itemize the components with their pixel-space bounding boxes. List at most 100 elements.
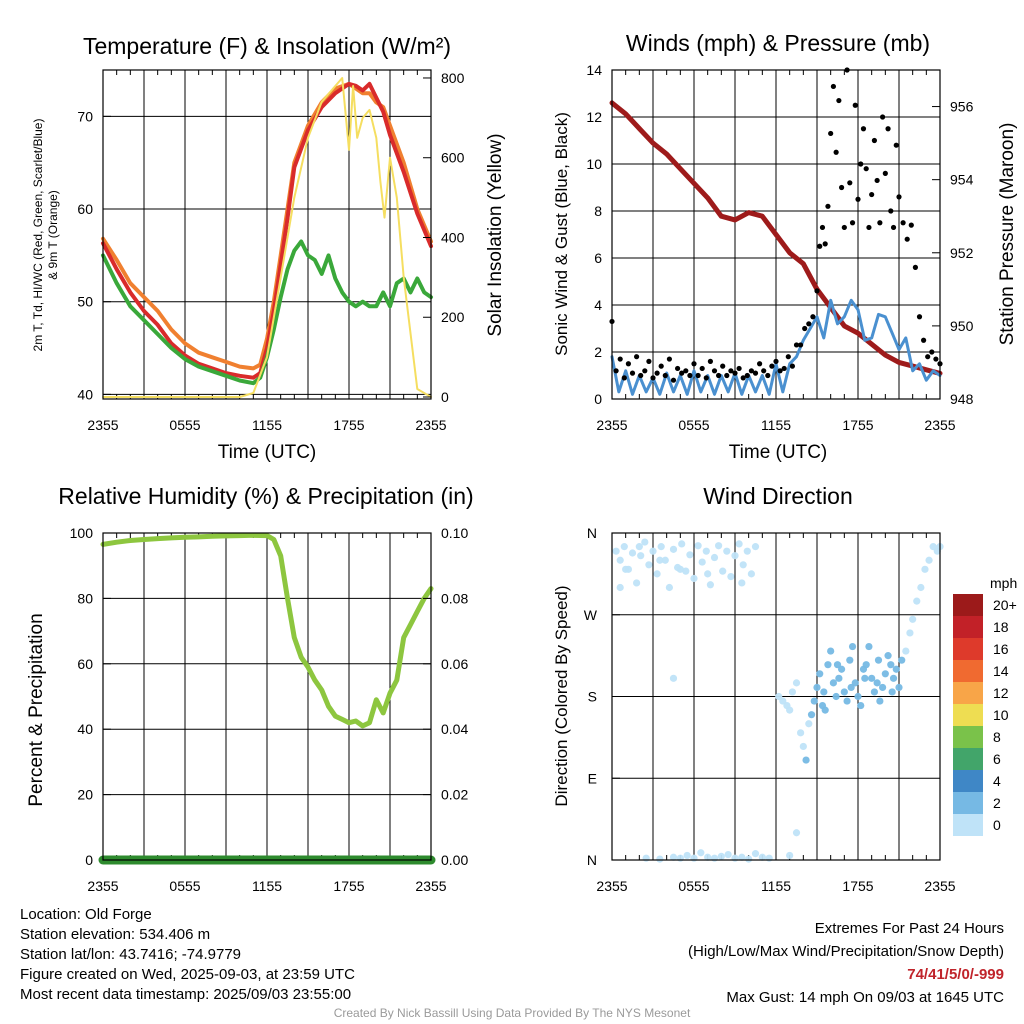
direction-point <box>865 642 873 651</box>
winds-ytick-label-right: 956 <box>950 99 974 115</box>
winds-gust-point <box>916 314 923 320</box>
direction-ytick-label: W <box>584 607 598 623</box>
winds-gust-point <box>871 137 878 144</box>
winds-gust-point <box>629 370 636 376</box>
temperature-ytick-label: 40 <box>77 386 93 402</box>
winds-gust-point <box>877 220 883 226</box>
direction-point <box>889 674 898 682</box>
winds-gust-point <box>724 372 730 379</box>
winds-gust-point <box>679 370 685 376</box>
direction-point <box>799 742 807 751</box>
legend-swatch <box>953 660 983 682</box>
direction-point <box>735 540 743 548</box>
winds-gust-point <box>695 372 701 379</box>
winds-gust-point <box>646 358 652 364</box>
humidity-xtick-label: 2355 <box>87 878 118 894</box>
direction-point <box>669 853 678 861</box>
winds-xtick-label: 1755 <box>842 417 873 433</box>
winds-gust-point <box>904 236 910 242</box>
winds-gust-point <box>617 356 623 362</box>
direction-ytick-label: N <box>587 852 597 868</box>
legend-swatch <box>953 704 983 726</box>
direction-point <box>802 756 810 764</box>
winds-xtick-label: 1155 <box>761 417 791 433</box>
direction-point <box>642 854 650 862</box>
extremes-info: Extremes For Past 24 Hours (High/Low/Max… <box>688 917 1004 1009</box>
direction-point <box>857 701 865 710</box>
direction-point <box>710 854 719 862</box>
winds-gust-point <box>819 224 826 231</box>
temperature-xtick-label: 1755 <box>333 417 364 433</box>
humidity-ytick-label: 40 <box>77 721 93 737</box>
winds-gust-point <box>736 365 742 372</box>
direction-point <box>921 565 929 573</box>
winds-gust-point <box>732 370 738 376</box>
direction-point <box>731 854 739 862</box>
winds-gust-point <box>828 130 834 137</box>
winds-gust-point <box>880 114 886 120</box>
winds-ytick-label-right: 950 <box>950 318 974 334</box>
direction-point <box>676 565 684 573</box>
direction-point <box>807 711 816 719</box>
winds-gust-point <box>849 220 856 226</box>
winds-gust-point <box>765 372 771 379</box>
temperature-ylabel-line2: & 9m T (Orange) <box>46 190 60 280</box>
direction-point <box>723 547 731 555</box>
direction-point <box>846 656 854 664</box>
winds-ytick-label: 14 <box>586 62 602 78</box>
humidity-ytick-label: 60 <box>77 656 93 672</box>
direction-point <box>805 720 813 728</box>
winds-gust-point <box>662 372 668 379</box>
location-text: Location: Old Forge <box>20 906 152 923</box>
direction-point <box>895 683 903 692</box>
winds-gust-point <box>781 365 787 372</box>
direction-point <box>633 579 641 587</box>
direction-point <box>854 692 862 701</box>
winds-gust-point <box>625 361 632 367</box>
temperature-series-line <box>101 239 433 386</box>
direction-point <box>657 543 665 551</box>
winds-ylabel: Sonic Wind & Gust (Blue, Black) <box>552 112 571 356</box>
temperature-ytick-label: 60 <box>77 201 93 217</box>
humidity-ytick-label: 80 <box>77 590 93 606</box>
direction-ytick-label: N <box>587 525 597 541</box>
winds-ytick-label: 2 <box>594 344 602 360</box>
legend-label: 0 <box>993 817 1001 833</box>
winds-gust-point <box>642 368 648 374</box>
direction-point <box>649 547 657 555</box>
direction-point <box>637 552 645 560</box>
humidity-ytick-label-right: 0.10 <box>441 525 468 541</box>
direction-point <box>738 579 746 587</box>
winds-gust-point <box>761 368 767 374</box>
temperature-ytick-label-right: 400 <box>441 229 465 245</box>
temperature-xtick-label: 0555 <box>169 417 200 433</box>
winds-gust-point <box>912 264 919 270</box>
direction-point <box>906 629 914 637</box>
winds-ytick-label: 8 <box>594 203 602 219</box>
winds-gust-point <box>740 375 746 381</box>
direction-point <box>612 547 620 555</box>
direction-point <box>743 547 751 555</box>
winds-title: Winds (mph) & Pressure (mb) <box>626 30 930 56</box>
winds-gust-point <box>814 288 820 294</box>
direction-point <box>676 854 684 862</box>
direction-point <box>738 853 746 861</box>
direction-point <box>661 556 669 564</box>
humidity-ytick-label-right: 0.04 <box>441 721 468 737</box>
recent-data-text: Most recent data timestamp: 2025/09/03 2… <box>20 986 352 1003</box>
winds-gust-point <box>893 142 899 148</box>
winds-gust-point <box>658 363 664 369</box>
direction-point <box>719 567 727 575</box>
direction-point <box>786 851 794 860</box>
speed-legend: mph 20+ 18 16 14 12 10 8 6 4 2 0 <box>953 575 1017 836</box>
direction-point <box>669 545 678 553</box>
winds-ylabel-right: Station Pressure (Maroon) <box>997 123 1018 346</box>
direction-point <box>622 565 630 573</box>
direction-point <box>874 656 883 664</box>
direction-xtick-label: 1755 <box>842 878 873 894</box>
legend-swatch <box>953 792 983 814</box>
direction-point <box>925 556 933 564</box>
winds-panel: 2355 0555 1155 1755 2355 0 2 4 6 8 10 12 14 948 950 952… <box>586 62 973 433</box>
humidity-ytick-label-right: 0.02 <box>441 787 468 803</box>
humidity-xtick-label: 1155 <box>252 878 282 894</box>
